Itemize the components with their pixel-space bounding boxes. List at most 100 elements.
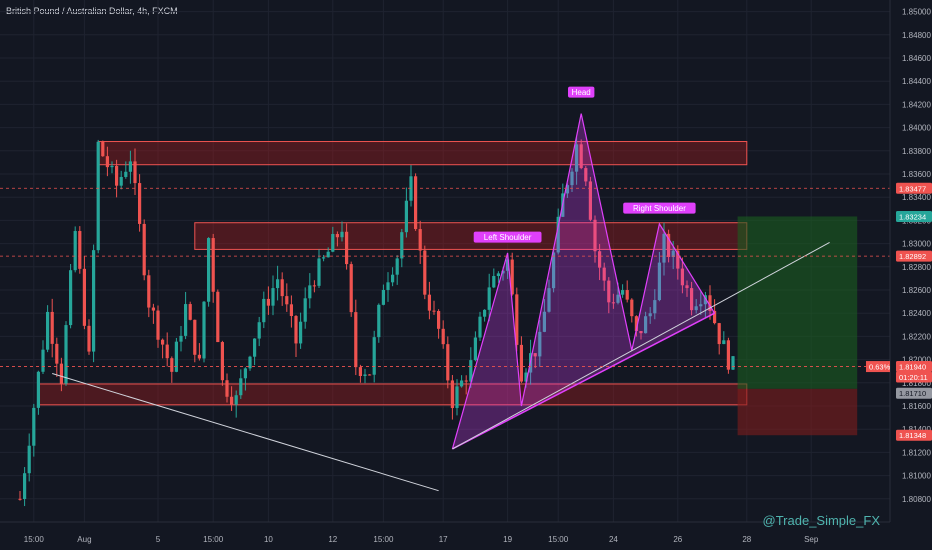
candle-body [184, 304, 188, 336]
candle-body [46, 311, 50, 350]
candle-body [542, 311, 546, 332]
candle-body [464, 380, 468, 382]
trend-line[interactable] [52, 373, 439, 492]
price-tick-label: 1.84200 [902, 100, 931, 109]
candle-body [170, 358, 174, 372]
neckline[interactable] [452, 312, 715, 450]
candle-body [565, 185, 569, 194]
candle-body [584, 168, 588, 182]
candle-body [446, 344, 450, 381]
candle-body [501, 270, 505, 274]
candle-body [611, 302, 615, 304]
candle-body [211, 238, 215, 292]
candle-body [326, 251, 330, 258]
candle-body [455, 386, 459, 409]
candle-body [418, 229, 422, 251]
candle-body [50, 311, 54, 344]
price-tick-label: 1.84800 [902, 31, 931, 40]
candle-body [644, 316, 648, 334]
price-tick-label: 1.80800 [902, 495, 931, 504]
candle-body [248, 356, 252, 369]
candle-body [41, 349, 45, 372]
candle-body [188, 304, 192, 320]
time-tick-label: 12 [328, 535, 337, 544]
price-tick-label: 1.81000 [902, 472, 931, 481]
price-badge [896, 371, 932, 383]
price-badge-label: 1.81940 [899, 363, 926, 372]
position-target-area[interactable] [737, 216, 858, 389]
price-tick-label: 1.81800 [902, 379, 931, 388]
time-tick-label: 26 [673, 535, 682, 544]
candle-body [699, 304, 703, 307]
head-and-shoulders-outline[interactable] [451, 113, 716, 450]
candle-body [234, 395, 238, 405]
price-axis[interactable] [890, 0, 932, 550]
change-badge [866, 361, 890, 373]
time-tick-label: 15:00 [24, 535, 45, 544]
candle-body [193, 319, 197, 355]
candle-body [363, 374, 367, 376]
price-badge [896, 429, 932, 441]
candle-body [358, 367, 362, 376]
time-tick-label: 10 [264, 535, 273, 544]
position-stop-area[interactable] [737, 388, 858, 436]
candle-body [161, 339, 165, 345]
candle-body [621, 290, 625, 295]
price-badge [896, 182, 932, 194]
candle-body [496, 273, 500, 277]
candle-body [289, 304, 293, 317]
candle-body [722, 340, 726, 345]
supply-demand-zone[interactable] [97, 141, 748, 166]
candle-body [377, 304, 381, 338]
candle-body [92, 250, 96, 352]
candle-body [138, 183, 142, 224]
candle-body [547, 288, 551, 312]
price-tick-label: 1.82600 [902, 286, 931, 295]
candle-body [708, 295, 712, 311]
candle-body [220, 342, 224, 381]
candle-body [257, 322, 261, 339]
candle-body [639, 331, 643, 334]
price-tick-label: 1.82800 [902, 263, 931, 272]
candle-body [156, 310, 160, 340]
candle-body [124, 171, 128, 177]
candle-body [588, 181, 592, 220]
price-tick-label: 1.81400 [902, 425, 931, 434]
candle-body [64, 325, 68, 384]
time-axis[interactable] [0, 522, 932, 550]
time-tick-label: 15:00 [548, 535, 569, 544]
candle-body [685, 285, 689, 289]
candle-body [128, 161, 132, 172]
trend-line[interactable] [452, 242, 830, 450]
head-and-shoulders-fill [452, 113, 715, 449]
candle-body [381, 289, 385, 305]
candle-body [506, 259, 510, 271]
price-tick-label: 1.82200 [902, 332, 931, 341]
price-badge-label: 1.81710 [899, 389, 926, 398]
candle-body [202, 301, 206, 359]
pattern-label: Left Shoulder [484, 233, 532, 242]
candle-body [510, 259, 514, 295]
candle-body [239, 378, 243, 396]
candle-body [331, 234, 335, 252]
candle-body [690, 288, 694, 311]
candle-body [519, 344, 523, 382]
candle-body [78, 231, 82, 269]
price-tick-label: 1.83000 [902, 240, 931, 249]
candle-body [703, 295, 707, 305]
author-watermark: @Trade_Simple_FX [762, 513, 880, 528]
candle-body [634, 316, 638, 332]
candle-body [423, 250, 427, 295]
candle-body [676, 250, 680, 269]
candle-body [731, 356, 735, 370]
candle-body [115, 165, 119, 186]
price-badge [896, 361, 932, 373]
candle-body [133, 161, 137, 184]
candle-body [174, 341, 178, 372]
candle-body [607, 280, 611, 303]
candle-body [82, 268, 86, 326]
price-tick-label: 1.82400 [902, 309, 931, 318]
time-tick-label: Aug [77, 535, 91, 544]
candle-body [230, 396, 234, 405]
